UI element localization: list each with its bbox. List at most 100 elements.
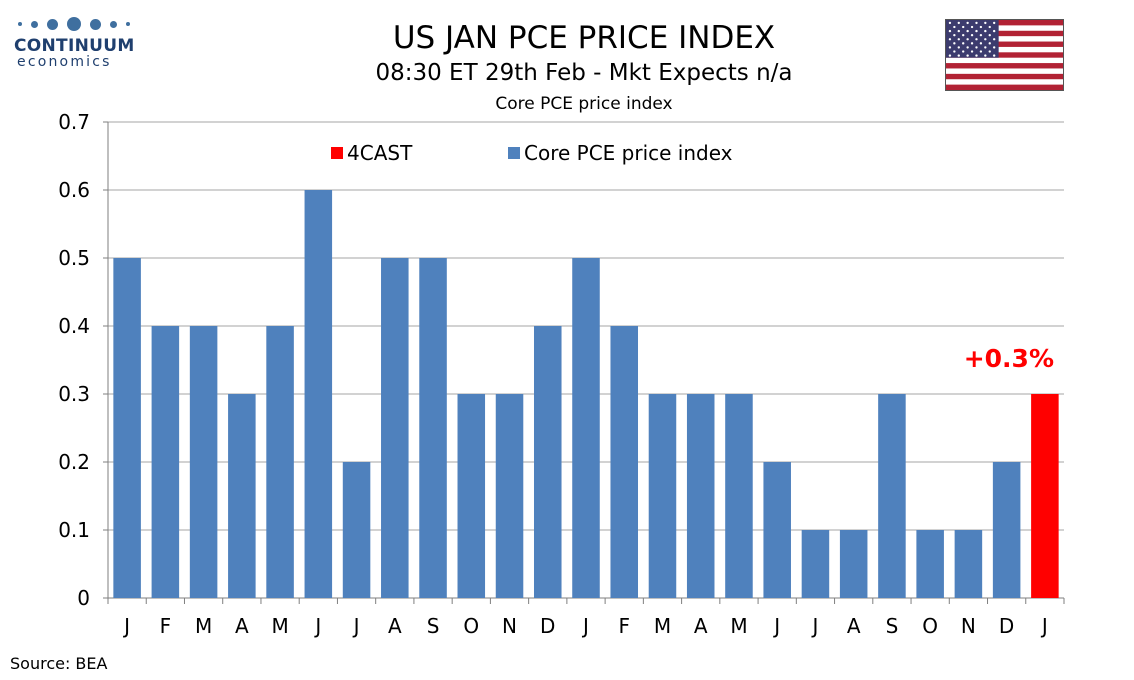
flag-star (984, 54, 987, 57)
flag-star (953, 42, 956, 45)
forecast-annotation: +0.3% (964, 344, 1054, 373)
flag-stripe (946, 41, 1063, 47)
flag-star (966, 54, 969, 57)
flag-star (953, 25, 956, 29)
flag-star (966, 29, 969, 33)
flag-star (975, 46, 978, 49)
legend-label: Core PCE price index (524, 141, 733, 165)
flag-star (988, 42, 991, 45)
y-tick-label: 0.2 (58, 450, 90, 474)
flag-star (988, 50, 991, 53)
x-tick-label: A (694, 614, 708, 638)
flag-star (948, 21, 952, 25)
data-bar (266, 326, 294, 598)
flag-stripe (946, 84, 1063, 90)
continuum-logo: CONTINUUM economics (14, 14, 134, 70)
x-tick-label: S (886, 614, 899, 638)
flag-star (992, 29, 996, 33)
data-bar (916, 530, 944, 598)
legend-swatch (331, 147, 343, 159)
flag-star (988, 25, 991, 29)
data-bar (151, 326, 180, 598)
flag-star (975, 54, 978, 57)
y-tick-label: 0.3 (58, 382, 90, 406)
flag-star (979, 34, 983, 37)
y-tick-label: 0.7 (58, 110, 90, 134)
data-bar (419, 258, 447, 598)
flag-star (962, 42, 965, 45)
flag-star (957, 38, 960, 41)
flag-star (957, 54, 960, 57)
logo-dots-icon (14, 14, 134, 34)
page-title: US JAN PCE PRICE INDEX (392, 20, 776, 56)
x-tick-label: J (810, 614, 818, 638)
x-tick-label: O (922, 614, 938, 638)
flag-star (979, 42, 983, 45)
data-bar (533, 326, 562, 598)
flag-star (962, 50, 965, 53)
data-bar (954, 530, 983, 598)
x-tick-label: D (999, 614, 1014, 638)
flag-star (975, 29, 978, 33)
flag-stripe (946, 73, 1063, 80)
data-bar (228, 394, 256, 598)
flag-star (962, 25, 965, 29)
logo-name: CONTINUUM (14, 36, 135, 56)
flag-star (992, 21, 996, 25)
flag-star (957, 21, 960, 25)
flag-star (948, 54, 952, 57)
x-tick-label: N (502, 614, 517, 638)
flag-stripe (946, 63, 1063, 69)
x-tick-label: F (160, 614, 172, 638)
x-tick-label: M (730, 614, 747, 638)
flag-star (984, 21, 987, 25)
x-tick-label: J (1040, 614, 1048, 638)
flag-star (962, 34, 965, 37)
flag-star (948, 38, 952, 41)
forecast-bar (1031, 394, 1059, 598)
flag-star (953, 34, 956, 37)
flag-star (948, 29, 952, 33)
data-bar (878, 394, 906, 598)
flag-stripe (946, 52, 1063, 58)
flag-star (957, 46, 960, 49)
x-tick-label: N (961, 614, 976, 638)
source-note: Source: BEA (10, 654, 108, 673)
x-tick-label: J (581, 614, 589, 638)
data-bar (686, 394, 715, 598)
flag-star (979, 25, 983, 29)
flag-star (966, 38, 969, 41)
y-tick-label: 0.6 (58, 178, 90, 202)
us-flag-icon (945, 19, 1064, 91)
data-bar (763, 462, 791, 598)
x-tick-label: M (271, 614, 288, 638)
x-tick-label: J (772, 614, 780, 638)
flag-stripe (946, 30, 1063, 37)
data-bar (113, 258, 141, 598)
flag-star (970, 50, 974, 53)
flag-star (970, 42, 974, 45)
y-tick-label: 0 (77, 586, 90, 610)
flag-star (970, 25, 974, 29)
x-tick-label: F (618, 614, 630, 638)
data-bar (381, 258, 409, 598)
data-bar (648, 394, 677, 598)
page-subtitle: 08:30 ET 29th Feb - Mkt Expects n/a (375, 60, 793, 86)
x-tick-label: J (352, 614, 360, 638)
flag-star (966, 46, 969, 49)
flag-star (953, 50, 956, 53)
x-tick-label: J (122, 614, 130, 638)
y-tick-label: 0.5 (58, 246, 90, 270)
chart-title: Core PCE price index (495, 94, 673, 114)
flag-star (984, 38, 987, 41)
flag-stripe (946, 20, 1063, 26)
data-bar (457, 394, 486, 598)
flag-star (966, 21, 969, 25)
x-tick-label: S (427, 614, 440, 638)
data-bar (610, 326, 639, 598)
data-bar (495, 394, 524, 598)
x-tick-label: A (847, 614, 861, 638)
flag-star (992, 38, 996, 41)
logo-sub: economics (17, 54, 112, 70)
x-tick-label: D (540, 614, 555, 638)
